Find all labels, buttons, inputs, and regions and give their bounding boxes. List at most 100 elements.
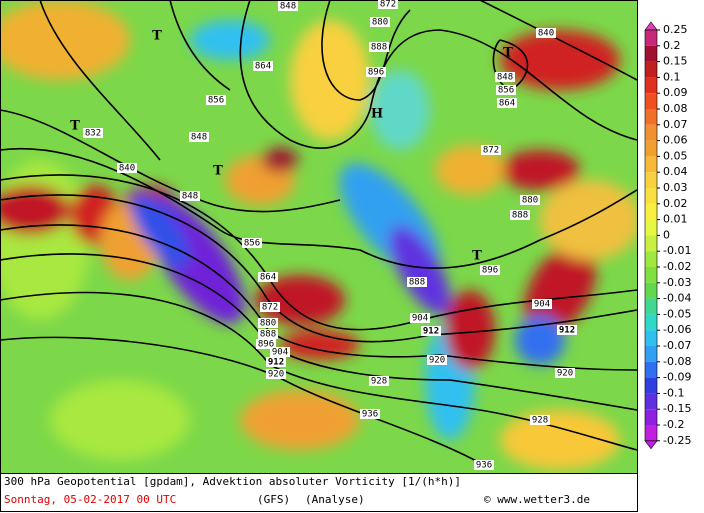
contour-label-box bbox=[360, 409, 380, 419]
pressure-center: H bbox=[371, 107, 383, 122]
contour-label-box bbox=[366, 67, 386, 77]
legend-swatch bbox=[645, 77, 657, 94]
contour-label-box bbox=[557, 325, 577, 335]
legend-swatch bbox=[645, 298, 657, 315]
contour-label: 880 bbox=[372, 18, 388, 28]
caption-model: (GFS) bbox=[257, 493, 290, 506]
contour-label: 832 bbox=[85, 129, 101, 139]
contour-label-box bbox=[530, 415, 550, 425]
contour-label: 872 bbox=[483, 146, 499, 156]
legend-label: 0.05 bbox=[663, 149, 688, 162]
legend-label: -0.03 bbox=[663, 276, 691, 289]
contour-label-box bbox=[370, 17, 390, 27]
legend-arrow-top bbox=[644, 21, 658, 31]
contour-label-box bbox=[536, 28, 556, 38]
legend-label: -0.09 bbox=[663, 371, 691, 384]
contour-label-box bbox=[270, 347, 290, 357]
legend-swatch bbox=[645, 140, 657, 157]
contour-label-box bbox=[256, 339, 276, 349]
contour-label-box bbox=[278, 1, 298, 11]
contour-label: 840 bbox=[119, 164, 135, 174]
legend-swatch bbox=[645, 330, 657, 346]
contour-label-box bbox=[258, 329, 278, 339]
contour-label: 880 bbox=[522, 196, 538, 206]
contour-label: 856 bbox=[498, 86, 514, 96]
legend-label: 0.09 bbox=[663, 86, 688, 99]
contour-label: 912 bbox=[559, 326, 575, 336]
legend-label: -0.1 bbox=[663, 386, 684, 399]
contour-label: 848 bbox=[182, 192, 198, 202]
contour-label-box bbox=[410, 313, 430, 323]
pressure-center: T bbox=[472, 249, 482, 264]
legend-label: 0.04 bbox=[663, 165, 688, 178]
contour-label-box bbox=[369, 376, 389, 386]
contour-label: 920 bbox=[557, 369, 573, 379]
legend-label: 0.08 bbox=[663, 102, 688, 115]
caption-date: Sonntag, 05-02-2017 00 UTC bbox=[4, 493, 176, 506]
legend-label: -0.04 bbox=[663, 292, 691, 305]
vorticity-field bbox=[0, 0, 637, 470]
contour-label-box bbox=[474, 460, 494, 470]
pressure-center: T bbox=[152, 29, 162, 44]
legend-swatch bbox=[645, 393, 657, 410]
legend-label: -0.02 bbox=[663, 260, 691, 273]
legend-swatch bbox=[645, 346, 657, 362]
contour-label: 864 bbox=[260, 273, 276, 283]
legend-label: -0.05 bbox=[663, 307, 691, 320]
legend-swatch bbox=[645, 235, 657, 252]
contour-label-box bbox=[497, 98, 517, 108]
contour-label-box bbox=[510, 210, 530, 220]
contour-label-box bbox=[520, 195, 540, 205]
contour-label: 888 bbox=[409, 278, 425, 288]
contour-label-box bbox=[480, 265, 500, 275]
legend-swatch bbox=[645, 219, 657, 236]
contour-label-box bbox=[378, 0, 398, 9]
legend-swatch bbox=[645, 172, 657, 188]
legend-swatch bbox=[645, 156, 657, 173]
caption-credit: © www.wetter3.de bbox=[484, 493, 590, 506]
caption-title: 300 hPa Geopotential [gpdam], Advektion … bbox=[4, 475, 461, 488]
legend-swatch bbox=[645, 61, 657, 78]
contour-label: 864 bbox=[255, 62, 271, 72]
legend-label: 0.03 bbox=[663, 181, 688, 194]
legend-swatch bbox=[645, 188, 657, 204]
contour-label: 896 bbox=[368, 68, 384, 78]
legend-swatch bbox=[645, 93, 657, 109]
color-legend: 0.25 0.2 0.15 0.1 0.09 0.08 0.07 0.06 0.05 0.04 0.… bbox=[644, 21, 691, 450]
legend-swatch bbox=[645, 314, 657, 331]
contour-label-box bbox=[481, 145, 501, 155]
legend-label: 0.1 bbox=[663, 70, 681, 83]
map-area bbox=[0, 0, 637, 473]
legend-label: 0.06 bbox=[663, 134, 688, 147]
legend-swatch bbox=[645, 203, 657, 220]
contour-label: 896 bbox=[482, 266, 498, 276]
contour-label-box bbox=[189, 132, 209, 142]
contour-label: 880 bbox=[260, 319, 276, 329]
legend-swatch bbox=[645, 361, 657, 378]
contour-label: 840 bbox=[538, 29, 554, 39]
contour-label: 888 bbox=[371, 43, 387, 53]
contour-label-box bbox=[427, 355, 447, 365]
contour-label-box bbox=[180, 191, 200, 201]
legend-label: -0.15 bbox=[663, 402, 691, 415]
contour-label-box bbox=[83, 128, 103, 138]
contour-label-box bbox=[258, 272, 278, 282]
contour-label-box bbox=[496, 85, 516, 95]
contour-label-box bbox=[258, 318, 278, 328]
caption-area bbox=[0, 473, 637, 513]
legend-label: 0.02 bbox=[663, 197, 688, 210]
legend-swatch bbox=[645, 251, 657, 267]
contour-label-box bbox=[421, 326, 441, 336]
pressure-center: T bbox=[213, 164, 223, 179]
contour-label-box bbox=[242, 238, 262, 248]
pressure-center: T bbox=[70, 119, 80, 134]
contour-label-box bbox=[495, 72, 515, 82]
contour-label: 856 bbox=[244, 239, 260, 249]
contour-label: 872 bbox=[262, 303, 278, 313]
legend-label: -0.07 bbox=[663, 339, 691, 352]
contour-label: 856 bbox=[208, 96, 224, 106]
legend-swatch bbox=[645, 109, 657, 125]
contour-label: 920 bbox=[429, 356, 445, 366]
contour-label-box bbox=[260, 302, 280, 312]
